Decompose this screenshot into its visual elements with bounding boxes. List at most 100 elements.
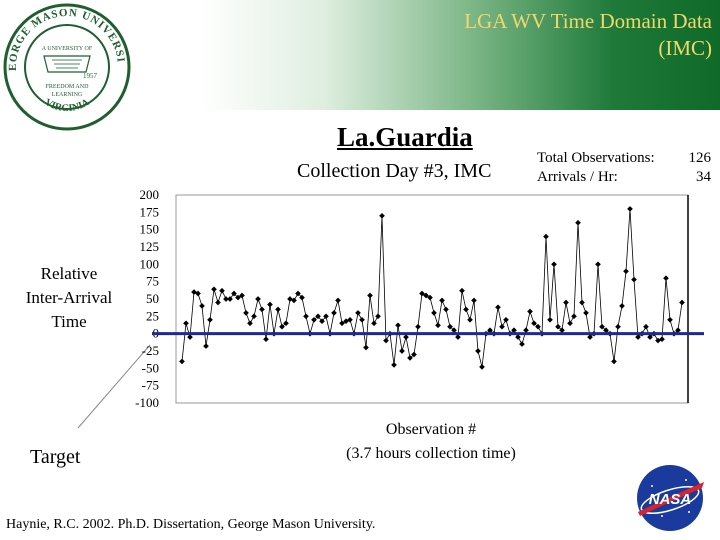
- nasa-logo: NASA: [637, 465, 704, 531]
- y-tick-label: -25: [142, 343, 159, 358]
- data-point: [239, 292, 245, 299]
- data-point: [487, 327, 493, 334]
- y-tick-label: -75: [142, 378, 159, 393]
- data-point: [643, 323, 649, 330]
- data-point: [555, 323, 561, 330]
- data-point: [615, 323, 621, 330]
- data-point: [315, 313, 321, 320]
- data-point: [495, 304, 501, 311]
- data-point: [627, 206, 633, 212]
- data-point: [583, 310, 589, 316]
- data-point: [439, 297, 445, 304]
- arrivals-per-hour-row: Arrivals / Hr: 34: [537, 168, 717, 187]
- data-point: [195, 290, 201, 297]
- data-point: [371, 320, 377, 327]
- data-point: [667, 316, 673, 323]
- data-point: [251, 313, 257, 320]
- data-point: [503, 316, 509, 323]
- total-observations-label: Total Observations:: [537, 150, 655, 166]
- data-point: [527, 308, 533, 315]
- data-point: [635, 334, 641, 340]
- x-axis-label: Observation # (3.7 hours collection time…: [346, 421, 516, 462]
- data-point: [395, 322, 401, 329]
- data-point: [455, 334, 461, 340]
- data-point: [399, 348, 405, 354]
- data-point: [415, 323, 421, 330]
- data-point: [547, 316, 553, 323]
- data-point: [463, 306, 469, 313]
- chart-title: La.Guardia: [337, 122, 473, 152]
- y-tick-label: -50: [142, 360, 159, 375]
- data-point: [311, 316, 317, 323]
- data-point: [435, 322, 441, 329]
- data-point: [603, 327, 609, 334]
- svg-text:1957: 1957: [83, 72, 98, 80]
- data-point: [575, 219, 581, 226]
- svg-text:FREEDOM AND: FREEDOM AND: [46, 84, 90, 90]
- data-point: [407, 355, 413, 361]
- data-point: [379, 212, 385, 219]
- data-point: [299, 294, 305, 301]
- data-point: [323, 313, 329, 320]
- data-point: [511, 327, 517, 334]
- y-tick-label: -100: [135, 395, 159, 410]
- data-point: [263, 336, 269, 343]
- data-point: [423, 292, 429, 299]
- data-point: [319, 318, 325, 325]
- data-point: [563, 299, 569, 306]
- stats-box: Total Observations: 126 Arrivals / Hr: 3…: [537, 149, 717, 187]
- data-point: [675, 327, 681, 334]
- data-point: [199, 303, 205, 309]
- data-point: [475, 348, 481, 354]
- data-point: [383, 337, 389, 344]
- data-point: [179, 358, 185, 365]
- data-point: [523, 327, 529, 334]
- data-point: [631, 276, 637, 283]
- data-point: [531, 320, 537, 327]
- data-point: [231, 290, 237, 297]
- data-point: [215, 299, 221, 306]
- data-point: [235, 294, 241, 301]
- data-point: [295, 290, 301, 297]
- citation: Haynie, R.C. 2002. Ph.D. Dissertation, G…: [6, 517, 376, 532]
- y-tick-label: 100: [140, 256, 160, 271]
- data-point: [431, 310, 437, 316]
- data-point: [587, 334, 593, 340]
- data-point: [543, 233, 549, 240]
- chart-subtitle: Collection Day #3, IMC: [297, 160, 492, 182]
- data-point: [211, 286, 217, 293]
- data-point: [335, 297, 341, 304]
- y-axis-label: Relative Inter-Arrival Time: [25, 264, 113, 331]
- data-point: [359, 316, 365, 323]
- data-point: [519, 341, 525, 347]
- data-point: [303, 313, 309, 320]
- data-point: [623, 268, 629, 275]
- arrivals-per-hour-label: Arrivals / Hr:: [537, 169, 618, 185]
- data-point: [279, 323, 285, 330]
- data-point: [331, 310, 337, 316]
- data-point: [599, 323, 605, 330]
- data-point: [419, 290, 425, 297]
- data-point: [447, 323, 453, 330]
- data-point: [267, 301, 273, 308]
- total-observations-row: Total Observations: 126: [537, 149, 717, 168]
- data-point: [551, 261, 557, 268]
- total-observations-value: 126: [688, 150, 712, 166]
- svg-text:NASA: NASA: [649, 491, 692, 508]
- data-point: [207, 316, 213, 323]
- data-point: [467, 316, 473, 323]
- data-point: [223, 296, 229, 302]
- data-point: [227, 296, 233, 302]
- data-point: [275, 306, 281, 313]
- y-tick-label: 75: [146, 274, 159, 289]
- data-point: [663, 275, 669, 282]
- data-point: [255, 296, 261, 302]
- banner-title: LGA WV Time Domain Data (IMC): [464, 9, 712, 60]
- data-point: [515, 334, 521, 340]
- svg-text:A UNIVERSITY OF: A UNIVERSITY OF: [42, 46, 93, 52]
- data-point: [339, 320, 345, 327]
- data-point: [443, 306, 449, 313]
- data-point: [595, 261, 601, 268]
- data-point: [559, 327, 565, 334]
